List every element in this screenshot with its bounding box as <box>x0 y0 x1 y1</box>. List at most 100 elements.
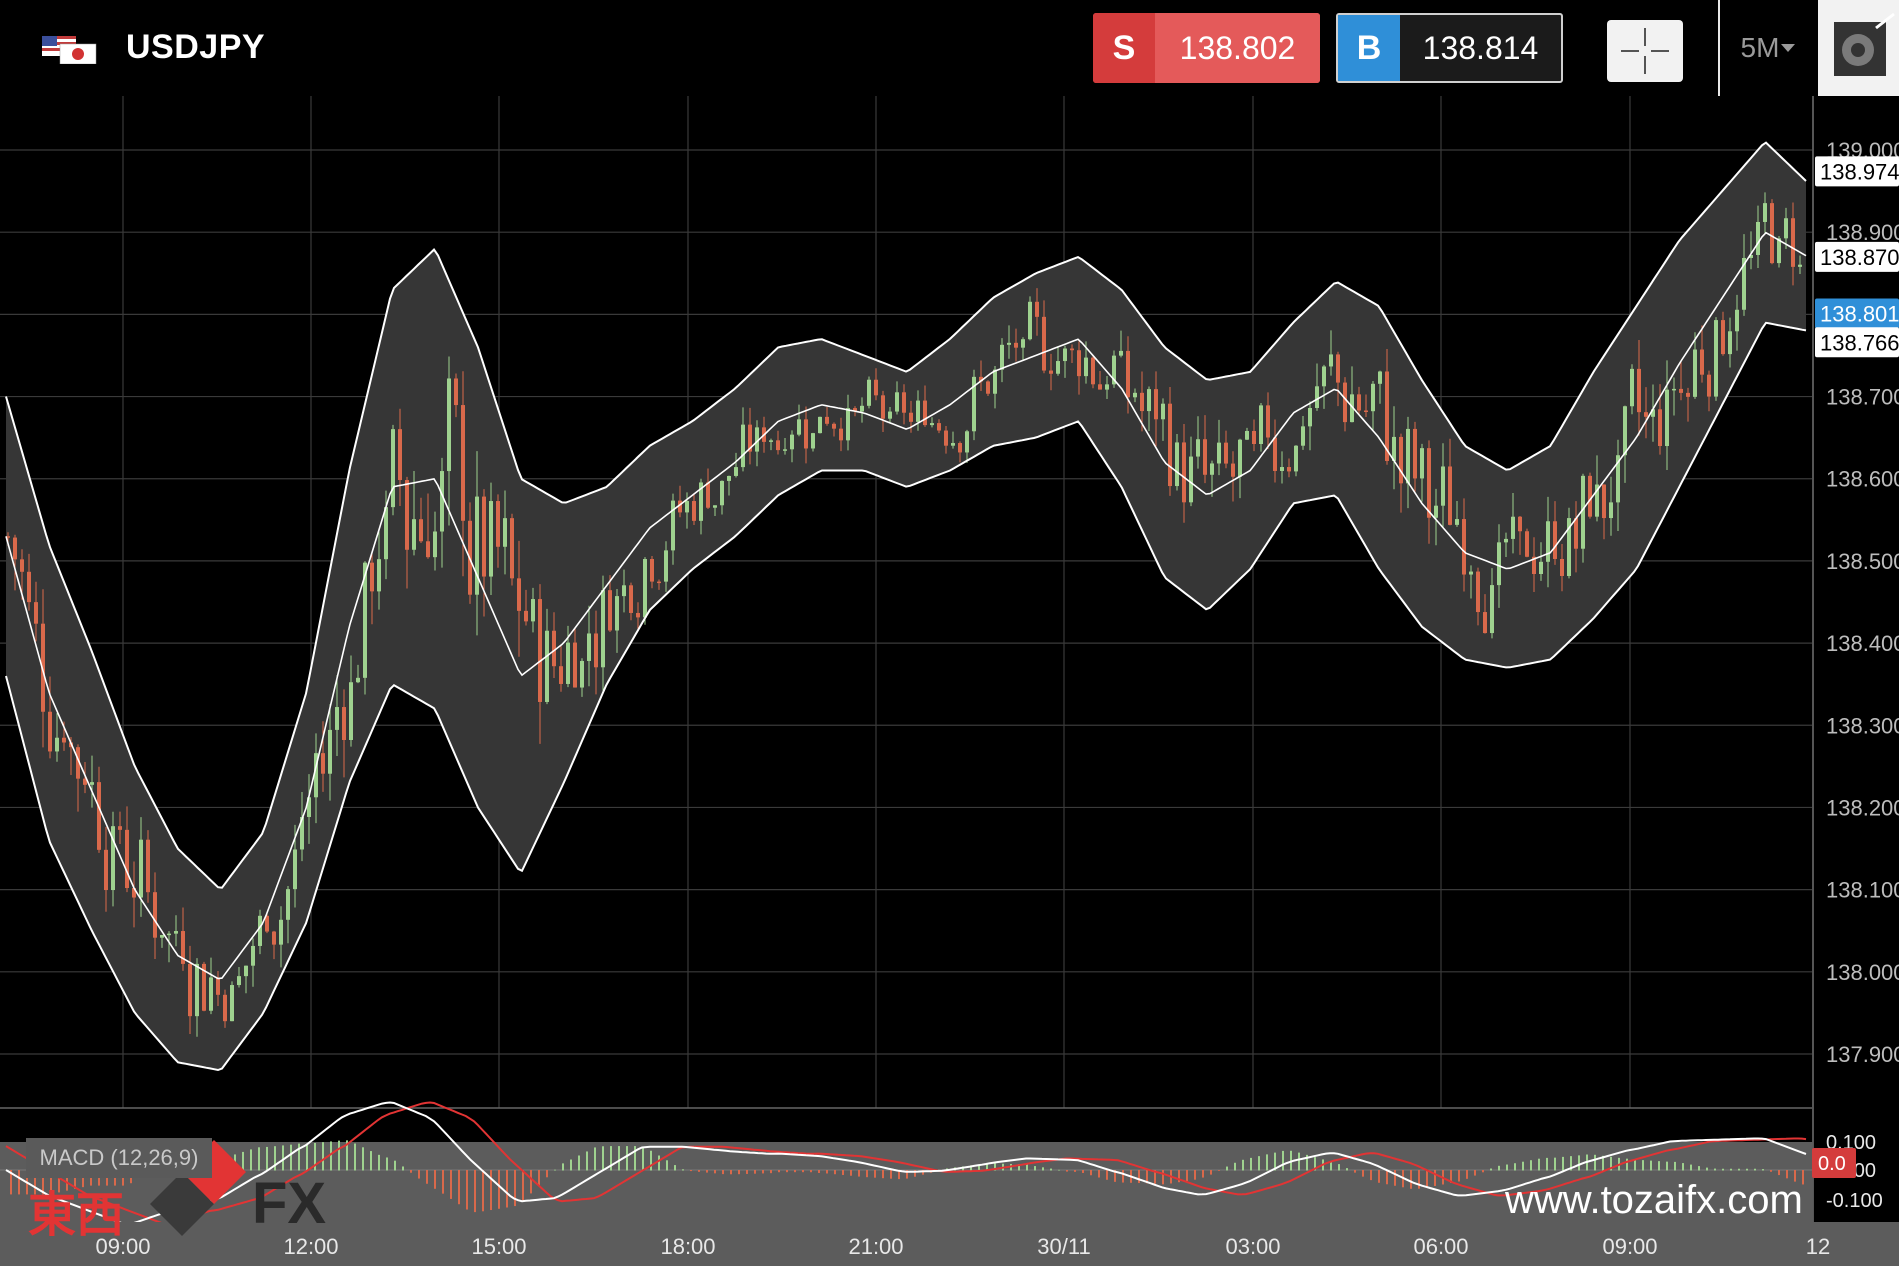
candle-body <box>1392 436 1396 461</box>
candle-body <box>1672 388 1676 391</box>
candle-body <box>1441 466 1445 506</box>
candle-body <box>692 501 696 521</box>
macd-bar <box>1682 1163 1684 1171</box>
candle-body <box>1616 455 1620 503</box>
candle-body <box>804 419 808 449</box>
macd-bar <box>714 1170 716 1174</box>
candle-body <box>1343 382 1347 423</box>
candle-body <box>1490 585 1494 634</box>
price-tick-label: 138.500 <box>1826 549 1899 574</box>
macd-bar <box>698 1170 700 1172</box>
macd-bar <box>858 1170 860 1177</box>
candle-body <box>426 541 430 558</box>
macd-bar <box>746 1170 748 1174</box>
macd-bar <box>506 1170 508 1208</box>
candle-body <box>6 536 10 538</box>
macd-bar <box>1522 1161 1524 1171</box>
candle-body <box>552 630 556 667</box>
candle-body <box>1427 448 1431 518</box>
macd-bar <box>58 1170 60 1193</box>
macd-current-tag-box <box>1812 1148 1856 1178</box>
candle-body <box>1665 389 1669 447</box>
macd-bar <box>1418 1170 1420 1189</box>
candle-body <box>783 449 787 451</box>
candle-body <box>797 419 801 435</box>
macd-bar <box>786 1170 788 1173</box>
buy-button[interactable]: B 138.814 <box>1336 13 1563 83</box>
candle-body <box>1420 448 1424 479</box>
candle-body <box>1161 403 1165 420</box>
candle-body <box>538 599 542 702</box>
macd-bar <box>674 1165 676 1171</box>
time-tick-label: 09:00 <box>95 1234 150 1259</box>
candle-body <box>1693 349 1697 397</box>
price-tag-label: 138.870 <box>1820 245 1899 270</box>
macd-bar <box>274 1146 276 1171</box>
timeframe-selector[interactable]: 5M <box>1718 0 1818 96</box>
candle-body <box>1511 516 1515 539</box>
candle-body <box>90 782 94 785</box>
brand-logo: FX <box>150 1140 326 1236</box>
candle-body <box>1686 392 1690 397</box>
candle-body <box>874 379 878 396</box>
price-tag-label: 138.974 <box>1820 159 1899 184</box>
price-tick-label: 138.700 <box>1826 385 1899 410</box>
candle-body <box>930 423 934 426</box>
candle-body <box>503 518 507 547</box>
macd-bar <box>634 1146 636 1171</box>
macd-bar <box>458 1170 460 1205</box>
candle-body <box>1448 466 1452 525</box>
price-tag-label: 138.766 <box>1820 330 1899 355</box>
candle-body <box>1154 389 1158 420</box>
time-tick-label: 12:00 <box>283 1234 338 1259</box>
macd-bar <box>1258 1156 1260 1171</box>
settings-button[interactable] <box>1818 0 1899 96</box>
macd-bar <box>354 1143 356 1171</box>
macd-bar <box>1242 1159 1244 1171</box>
candle-body <box>258 915 262 946</box>
candle-body <box>27 571 31 603</box>
macd-bar <box>578 1155 580 1171</box>
macd-bar <box>338 1140 340 1171</box>
candle-body <box>237 976 241 986</box>
price-tick-label: 138.600 <box>1826 467 1899 492</box>
candle-body <box>671 500 675 551</box>
candle-body <box>1350 394 1354 423</box>
macd-bar <box>546 1170 548 1178</box>
macd-indicator-label[interactable]: MACD (12,26,9) <box>26 1138 212 1178</box>
crosshair-button[interactable] <box>1607 20 1683 82</box>
macd-bar <box>1330 1161 1332 1171</box>
candle-body <box>1259 405 1263 445</box>
candle-body <box>279 919 283 945</box>
macd-bar <box>1658 1161 1660 1171</box>
candle-body <box>1483 612 1487 634</box>
macd-bar <box>1570 1156 1572 1171</box>
candle-body <box>1105 384 1109 390</box>
candle-body <box>125 829 129 888</box>
candle-body <box>601 590 605 668</box>
candle-body <box>972 376 976 432</box>
macd-bar <box>1186 1170 1188 1181</box>
macd-bar <box>434 1170 436 1189</box>
macd-bar <box>1178 1170 1180 1183</box>
macd-bar <box>1426 1170 1428 1188</box>
price-tag-label: 138.801 <box>1820 302 1899 327</box>
candle-body <box>195 963 199 1017</box>
macd-bar <box>418 1170 420 1179</box>
time-tick-label: 09:00 <box>1602 1234 1657 1259</box>
candle-body <box>713 505 717 508</box>
price-tick-label: 138.100 <box>1826 878 1899 903</box>
price-chart[interactable]: 139.000138.900138.800138.700138.600138.5… <box>0 96 1899 1266</box>
sell-button[interactable]: S 138.802 <box>1093 13 1320 83</box>
candle-body <box>1707 374 1711 397</box>
candle-body <box>1462 519 1466 575</box>
candle-body <box>1567 518 1571 576</box>
candle-body <box>454 378 458 406</box>
candle-body <box>1749 254 1753 258</box>
candle-body <box>1056 361 1060 374</box>
macd-bar <box>1634 1159 1636 1171</box>
macd-bar <box>1098 1170 1100 1178</box>
macd-bar <box>1106 1170 1108 1180</box>
instrument-symbol[interactable]: USDJPY <box>126 28 266 66</box>
candle-body <box>1434 505 1438 518</box>
